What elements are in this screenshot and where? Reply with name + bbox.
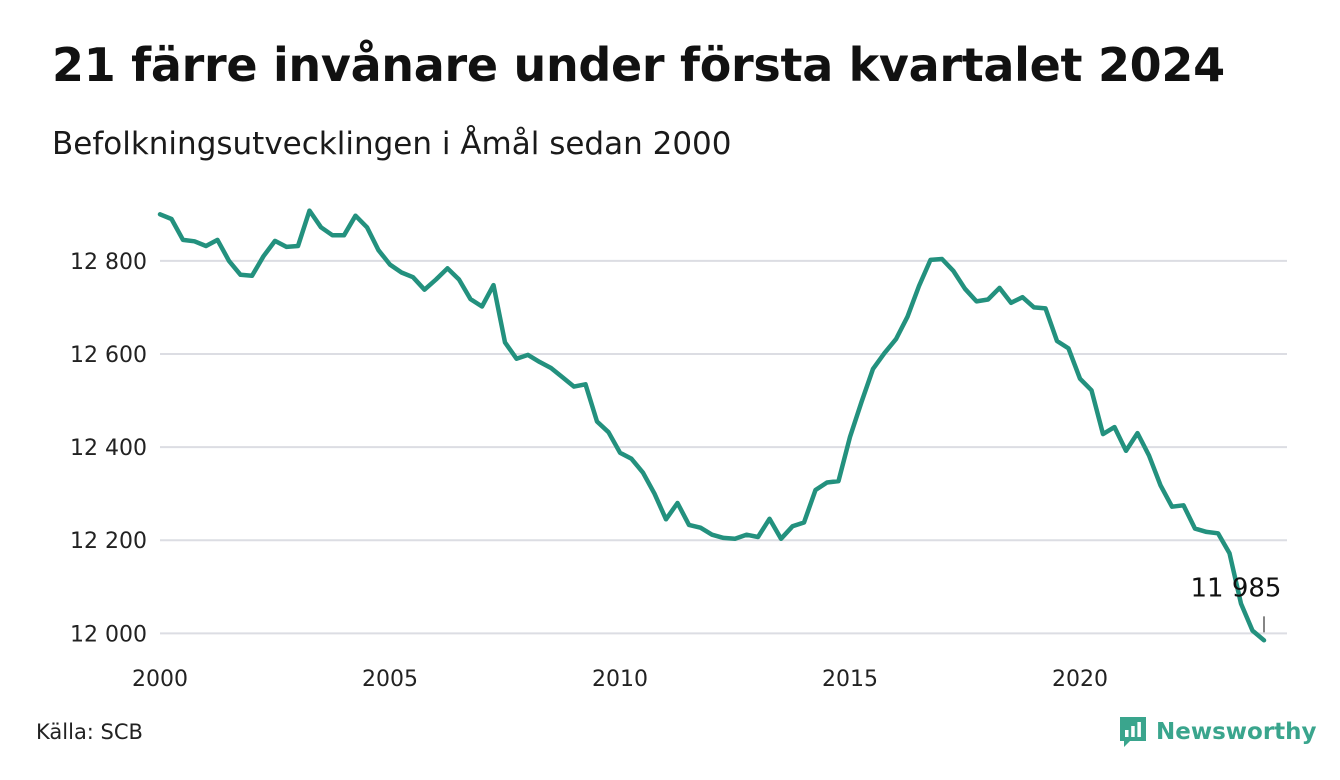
y-tick-label: 12 600 xyxy=(70,343,147,368)
brand-logo[interactable]: Newsworthy xyxy=(1118,712,1317,752)
source-label: Källa: SCB xyxy=(36,720,143,744)
series-line xyxy=(157,208,1267,643)
x-tick-label: 2000 xyxy=(132,667,188,692)
annotations: 11 985 xyxy=(1191,573,1282,633)
x-tick-label: 2015 xyxy=(822,667,878,692)
x-tick-label: 2005 xyxy=(362,667,418,692)
annotation-label: 11 985 xyxy=(1191,573,1282,603)
x-axis-ticks: 2000 2005 2010 2015 2020 xyxy=(132,667,1108,692)
gridlines xyxy=(160,259,1287,635)
y-tick-label: 12 800 xyxy=(70,250,147,275)
x-tick-label: 2010 xyxy=(592,667,648,692)
y-tick-label: 12 000 xyxy=(70,622,147,647)
y-tick-label: 12 400 xyxy=(70,436,147,461)
y-axis-ticks: 12 000 12 200 12 400 12 600 12 800 xyxy=(70,250,147,647)
chart-title: 21 färre invånare under första kvartalet… xyxy=(52,38,1225,92)
chart-subtitle: Befolkningsutvecklingen i Åmål sedan 200… xyxy=(52,126,732,162)
y-tick-label: 12 200 xyxy=(70,529,147,554)
newsworthy-logo-icon xyxy=(1120,717,1146,747)
brand-name: Newsworthy xyxy=(1156,719,1317,745)
x-tick-label: 2020 xyxy=(1052,667,1108,692)
series-group xyxy=(157,208,1267,643)
